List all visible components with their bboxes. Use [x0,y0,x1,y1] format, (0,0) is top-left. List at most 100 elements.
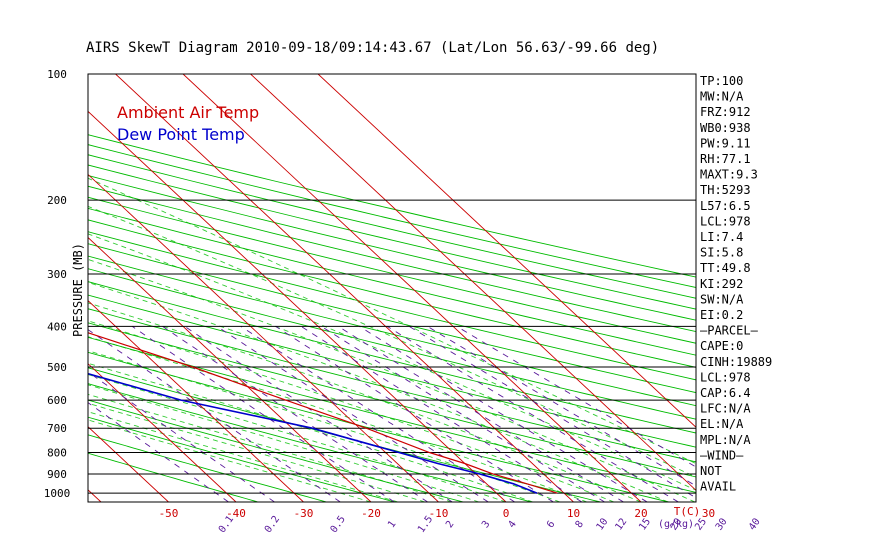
stat-item: L57:6.5 [700,199,751,213]
dry-adiabat--30 [88,434,327,502]
mixing-ratio-label: 8 [574,519,586,530]
stat-item: MAXT:9.3 [700,168,758,182]
dry-adiabat-190 [88,144,696,288]
series-line-air-temp [88,332,558,494]
mixing-ratio-label: 6 [545,519,557,530]
stat-item: PW:9.11 [700,136,751,150]
mixing-ratio-label: 2 [444,519,456,530]
legend-entry: Dew Point Temp [117,125,245,144]
pressure-tick-200: 200 [47,194,67,207]
pressure-tick-800: 800 [47,447,67,460]
dry-adiabat-110 [88,231,696,381]
isotherm--60 [88,489,102,502]
stat-item: TH:5293 [700,183,751,197]
mixing-ratio-unit: (g/kg) [658,519,694,530]
dry-adiabats [88,134,696,502]
bottom-temp-tick: -50 [159,507,179,520]
dry-adiabat-20 [88,351,669,502]
bottom-temp-tick: 0 [503,507,510,520]
pressure-tick-100: 100 [47,68,67,81]
mixing-ratio-label: 1 [386,519,398,530]
stat-item: MW:N/A [700,90,744,104]
dry-adiabat-50 [88,308,696,463]
mixing-ratio-label: 30 [714,516,730,532]
stat-item: CAP:6.4 [700,386,751,400]
mixing-ratio-label: 10 [595,516,611,532]
pressure-tick-600: 600 [47,394,67,407]
bottom-temperature-tick-labels: -50 -40 -30 -20 -10 0 10 20 30T(C) [159,505,716,520]
isotherm--40 [88,363,237,502]
pressure-tick-300: 300 [47,268,67,281]
y-axis-label: PRESSURE (MB) [71,243,85,337]
isotherm--70 [0,74,34,502]
stat-item: KI:292 [700,277,743,291]
dry-adiabat-140 [88,196,696,344]
bottom-temp-tick: -30 [294,507,314,520]
stat-item: EL:N/A [700,417,744,431]
moist-adiabat-36 [88,205,696,478]
isotherm-30 [250,74,696,491]
isotherm-0 [88,110,507,502]
isotherm--20 [88,236,372,502]
stat-item: SI:5.8 [700,246,743,260]
bottom-temp-tick: 30 [702,507,715,520]
stat-item: TP:100 [700,74,743,88]
x-axis-label: T(C) [674,505,701,518]
mixing-ratio-line-8 [300,325,583,502]
stat-item: WB0:938 [700,121,751,135]
bottom-temp-tick: -10 [429,507,449,520]
stat-item: NOT [700,464,722,478]
mixing-ratio-line-20 [386,325,679,502]
isotherm--50 [88,426,169,502]
bottom-temp-tick: 20 [634,507,647,520]
isotherm--30 [88,299,304,502]
pressure-tick-1000: 1000 [44,487,71,500]
series-line-dew-point [88,372,538,494]
mixing-ratio-line-25 [408,325,696,499]
dry-adiabat-60 [88,294,696,448]
plot-frame [87,73,697,503]
dry-adiabat-160 [88,175,696,321]
dry-adiabat-90 [88,255,696,407]
dry-adiabat-70 [88,281,696,434]
stat-item: LCL:978 [700,370,751,384]
pressure-tick-400: 400 [47,320,67,333]
mixing-ratio-label: 0.5 [329,514,348,535]
legend: Ambient Air Temp Dew Point Temp [117,103,259,144]
mixing-ratio-lines [88,325,696,502]
mixing-ratio-line-0.5 [88,329,341,502]
stat-item: —WIND— [700,448,744,462]
stat-item: —PARCEL— [700,324,759,338]
dry-adiabat-100 [88,243,696,394]
stat-item: RH:77.1 [700,152,751,166]
isotherm--10 [88,173,439,502]
mixing-ratio-line-15 [359,325,648,502]
dry-adiabat-40 [88,322,696,478]
bottom-temp-tick: 10 [567,507,580,520]
stat-item: LI:7.4 [700,230,743,244]
mixing-ratio-line-4 [240,325,515,502]
mixing-ratio-label: 4 [506,519,518,530]
mixing-ratio-label: 0.2 [263,514,282,535]
mixing-ratio-label: 40 [747,516,763,532]
stat-item: CINH:19889 [700,355,772,369]
dry-adiabat-150 [88,185,696,333]
isotherm-40 [317,74,696,428]
dry-adiabat-10 [88,367,601,502]
stat-item: AVAIL [700,480,736,494]
isotherms [0,74,696,502]
dry-adiabat-200 [88,134,696,278]
stat-item: CAPE:0 [700,339,743,353]
dry-adiabat--40 [88,452,259,502]
dry-adiabat-30 [88,336,696,493]
mixing-ratio-line-1 [131,325,395,502]
stat-item: EI:0.2 [700,308,743,322]
mixing-ratio-line-0.1 [88,402,229,502]
stat-item: SW:N/A [700,292,744,306]
chart-title: AIRS SkewT Diagram 2010-09-18/09:14:43.6… [86,40,659,56]
pressure-tick-labels: 100 200 300 400 500 600 700 800 900 1000 [44,68,71,500]
dry-adiabat-80 [88,268,696,420]
stat-item: MPL:N/A [700,433,751,447]
